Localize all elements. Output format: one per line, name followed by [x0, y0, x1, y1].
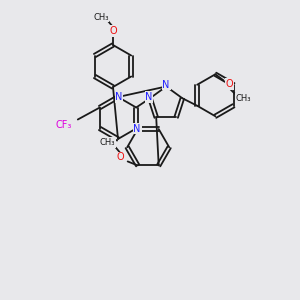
Text: N: N	[145, 92, 153, 102]
Text: O: O	[117, 152, 124, 162]
Text: O: O	[226, 79, 233, 89]
Text: CF₃: CF₃	[56, 121, 72, 130]
Text: CH₃: CH₃	[100, 138, 116, 147]
Text: CH₃: CH₃	[93, 13, 109, 22]
Text: O: O	[109, 26, 117, 36]
Text: N: N	[115, 92, 123, 102]
Text: N: N	[163, 80, 170, 89]
Text: N: N	[134, 124, 141, 134]
Text: CH₃: CH₃	[236, 94, 251, 103]
